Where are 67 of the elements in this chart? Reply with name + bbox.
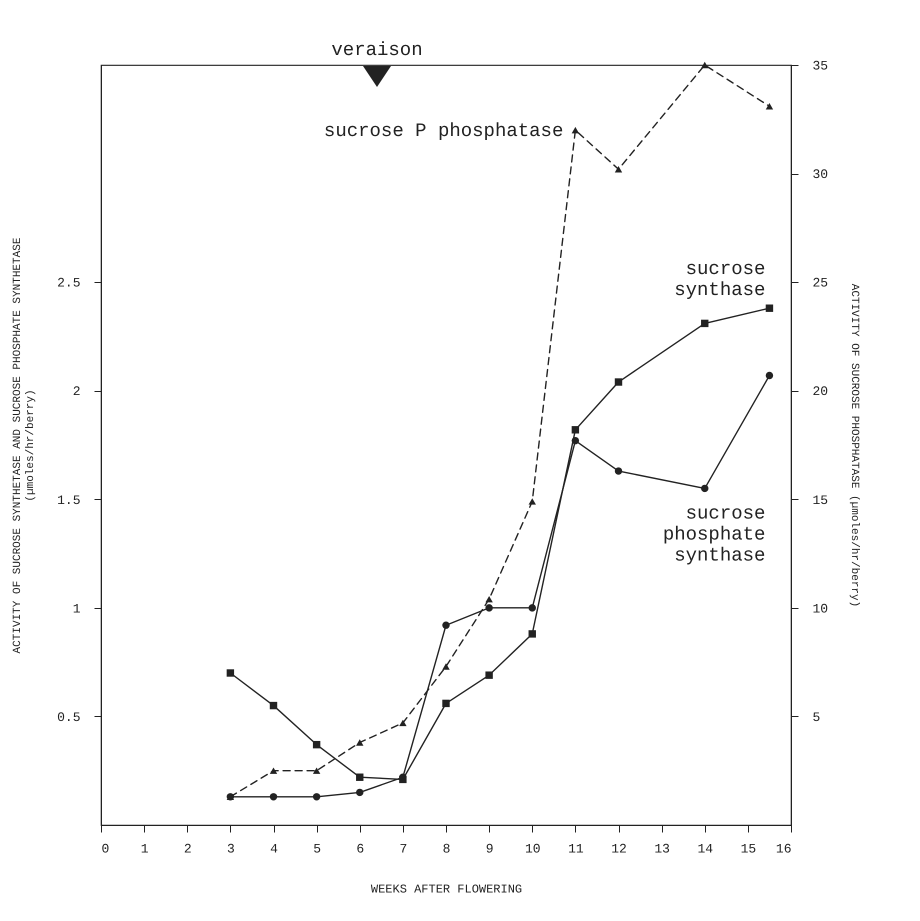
y2-tick-label: 35 [812, 58, 828, 74]
point [766, 372, 774, 380]
point [442, 663, 450, 670]
x-tick-label: 10 [524, 842, 541, 856]
point [528, 498, 536, 505]
point [356, 739, 364, 746]
y2-tick-label: 20 [812, 384, 828, 400]
point [356, 774, 364, 781]
point [766, 103, 774, 110]
point [701, 320, 708, 328]
point [442, 622, 450, 629]
point [312, 740, 320, 748]
point [766, 304, 774, 312]
point [485, 604, 493, 612]
point [356, 788, 364, 796]
y-axis-title: ACTIVITY OF SUCROSE SYNTHETASE AND SUCROSE PHOSPHATE SYNTHETASE (µmoles/hr/berry) [12, 237, 38, 654]
point [270, 793, 278, 800]
point [399, 720, 407, 726]
x-tick-label: 7 [399, 842, 408, 856]
y-tick-label: 0.5 [57, 710, 80, 725]
x-tick-label: 3 [226, 842, 235, 856]
y-tick-label: 2.5 [57, 276, 80, 291]
y2-tick-label: 25 [812, 276, 828, 291]
x-tick-label: 1 [140, 842, 149, 856]
point [572, 426, 580, 434]
y2-tick-label: 5 [812, 710, 820, 725]
series-label: sucrose synthase [674, 258, 766, 302]
y-tick-label: 1.5 [57, 492, 80, 508]
x-tick-label: 8 [442, 842, 450, 856]
x-tick-label: 2 [184, 842, 192, 856]
x-tick-label: 9 [486, 842, 494, 856]
x-tick-label: 16 [776, 842, 792, 856]
y2-tick-label: 15 [812, 492, 828, 508]
point [528, 630, 536, 638]
point [701, 62, 708, 68]
x-tick-label: 12 [611, 842, 627, 856]
x-tick-label: 13 [654, 842, 670, 856]
point [701, 484, 708, 492]
series-label: sucrose phosphate synthase [662, 502, 766, 567]
point [270, 702, 278, 710]
x-tick-label: 6 [356, 842, 364, 856]
point [572, 436, 580, 444]
series-label: sucrose P phosphatase [324, 120, 564, 142]
point [572, 126, 580, 134]
y-tick-label: 2 [72, 384, 80, 400]
x-tick-label: 14 [697, 842, 714, 856]
x-tick-label: 5 [313, 842, 322, 856]
x-tick-label: 0 [102, 842, 110, 856]
text: veraison [331, 39, 423, 61]
point [226, 669, 234, 677]
point [614, 166, 622, 172]
y2-tick-label: 30 [812, 167, 828, 182]
x-tick-label: 4 [270, 842, 278, 856]
point [312, 768, 320, 774]
point [614, 467, 622, 475]
x-tick-label: 15 [740, 842, 756, 856]
x-axis-title: WEEKS AFTER FLOWERING [370, 882, 522, 896]
x-tick-label: 11 [568, 842, 584, 856]
point [270, 768, 278, 774]
point [528, 604, 536, 612]
y-tick-label: 1 [72, 601, 81, 616]
point [485, 596, 493, 602]
y2-axis-title: ACTIVITY OF SUCROSE PHOSPHATASE (µmoles/hr/berry) [848, 284, 860, 608]
y2-tick-label: 10 [812, 601, 828, 616]
point [442, 700, 450, 708]
point [312, 793, 320, 800]
point [485, 671, 493, 679]
